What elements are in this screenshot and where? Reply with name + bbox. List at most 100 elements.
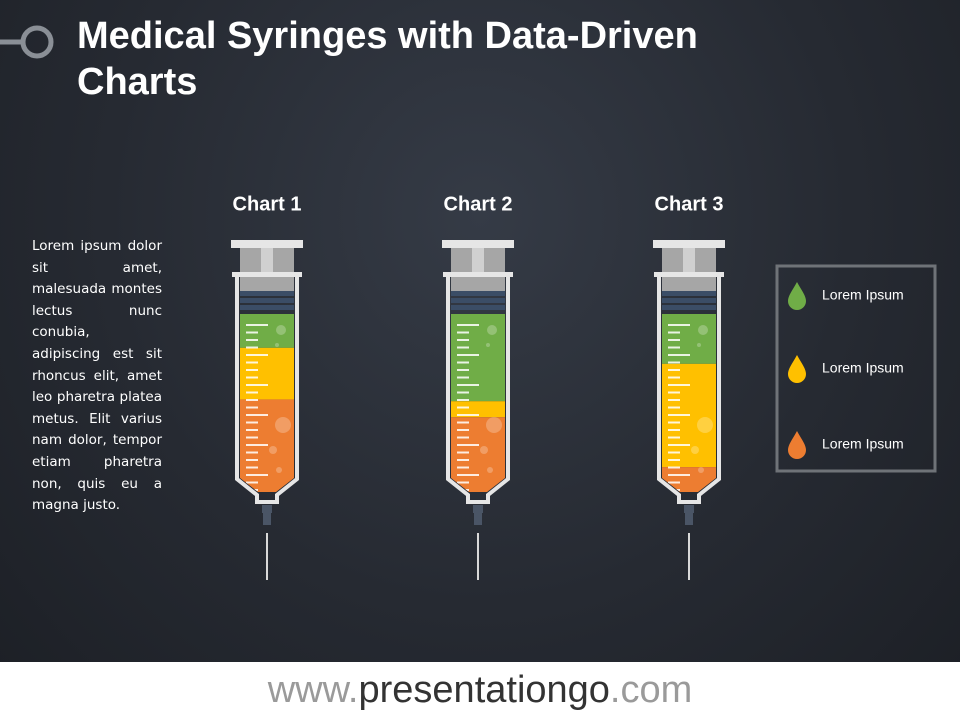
scale-tick bbox=[457, 406, 469, 409]
flange bbox=[654, 272, 724, 277]
bubble bbox=[276, 467, 282, 473]
scale-tick bbox=[457, 361, 469, 364]
plunger-cap bbox=[231, 240, 303, 248]
segment bbox=[662, 314, 716, 364]
scale-tick bbox=[246, 414, 268, 416]
title-line: Charts bbox=[77, 61, 197, 103]
scale-tick bbox=[668, 354, 690, 356]
bubble bbox=[697, 417, 713, 433]
barrel bbox=[446, 277, 510, 504]
plunger-seal bbox=[662, 291, 716, 296]
scale-tick bbox=[246, 459, 258, 461]
scale-tick bbox=[457, 399, 469, 401]
scale-tick bbox=[246, 376, 258, 379]
liquid bbox=[662, 314, 716, 492]
scale-tick bbox=[457, 339, 469, 341]
footer-band bbox=[0, 662, 960, 720]
segment bbox=[451, 314, 505, 402]
plunger-seal bbox=[240, 298, 294, 303]
scale-tick bbox=[668, 414, 690, 416]
segment bbox=[240, 347, 294, 400]
chart-title: Chart 1 bbox=[233, 193, 302, 215]
scale-tick bbox=[457, 391, 469, 394]
bubble bbox=[269, 446, 277, 454]
scale-tick bbox=[457, 474, 479, 476]
scale-tick bbox=[668, 369, 680, 371]
plunger-cap bbox=[442, 240, 514, 248]
plunger-seal bbox=[451, 298, 505, 303]
barrel bbox=[657, 277, 721, 504]
scale-tick bbox=[246, 339, 258, 341]
scale-tick bbox=[668, 429, 680, 431]
scale-tick bbox=[457, 324, 479, 326]
footer: www.presentationgo.com bbox=[267, 669, 693, 711]
scale-tick bbox=[668, 406, 680, 409]
hub bbox=[263, 513, 271, 525]
bubble bbox=[698, 325, 708, 335]
scale-tick bbox=[457, 346, 469, 349]
title-line: Medical Syringes with Data-Driven bbox=[77, 15, 698, 57]
scale-tick bbox=[668, 474, 690, 476]
bubble bbox=[275, 343, 279, 347]
scale-tick bbox=[668, 459, 680, 461]
body-text: Lorem ipsum dolor sit amet, malesuada mo… bbox=[32, 238, 162, 514]
scale-tick bbox=[457, 451, 469, 454]
bubble bbox=[276, 325, 286, 335]
scale-tick bbox=[246, 451, 258, 454]
scale-tick bbox=[457, 414, 479, 416]
scale-tick bbox=[668, 466, 680, 469]
scale-tick bbox=[246, 391, 258, 394]
scale-tick bbox=[668, 444, 690, 446]
scale-tick bbox=[668, 361, 680, 364]
hub bbox=[473, 505, 483, 513]
footer-name: presentationgo bbox=[359, 669, 610, 711]
scale-tick bbox=[668, 324, 690, 326]
barrel bbox=[235, 277, 299, 504]
scale-tick bbox=[246, 466, 258, 469]
scale-tick bbox=[668, 376, 680, 379]
scale-tick bbox=[457, 421, 469, 424]
footer-suffix: .com bbox=[610, 669, 692, 711]
scale-tick bbox=[246, 346, 258, 349]
footer-prefix: www. bbox=[267, 669, 359, 711]
segment bbox=[451, 401, 505, 418]
scale-tick bbox=[668, 331, 680, 334]
scale-tick bbox=[668, 339, 680, 341]
plunger-seal bbox=[451, 291, 505, 296]
scale-tick bbox=[246, 369, 258, 371]
plunger-seal bbox=[662, 305, 716, 310]
legend-label: Lorem Ipsum bbox=[822, 287, 904, 303]
scale-tick bbox=[246, 384, 268, 386]
bubble bbox=[697, 343, 701, 347]
scale-tick bbox=[246, 481, 258, 484]
bubble bbox=[698, 467, 704, 473]
scale-tick bbox=[457, 436, 469, 439]
plunger-seal bbox=[240, 291, 294, 296]
plunger-rod bbox=[240, 277, 294, 291]
plunger-rod bbox=[451, 277, 505, 291]
plunger-rod bbox=[261, 248, 273, 272]
liquid bbox=[451, 314, 505, 492]
scale-tick bbox=[246, 399, 258, 401]
segment bbox=[240, 314, 294, 348]
title: Medical Syringes with Data-Driven bbox=[77, 15, 698, 57]
legend-label: Lorem Ipsum bbox=[822, 436, 904, 452]
scale-tick bbox=[668, 451, 680, 454]
scale-tick bbox=[668, 421, 680, 424]
scale-tick bbox=[457, 384, 479, 386]
icon bbox=[20, 25, 54, 59]
bubble bbox=[486, 343, 490, 347]
scale-tick bbox=[457, 459, 469, 461]
scale-tick bbox=[457, 354, 479, 356]
scale-tick bbox=[668, 481, 680, 484]
scale-tick bbox=[246, 361, 258, 364]
plunger-rod bbox=[683, 248, 695, 272]
scale-tick bbox=[246, 444, 268, 446]
bubble bbox=[480, 446, 488, 454]
bubble bbox=[486, 417, 502, 433]
scale-tick bbox=[246, 406, 258, 409]
bubble bbox=[275, 417, 291, 433]
scale-tick bbox=[457, 429, 469, 431]
